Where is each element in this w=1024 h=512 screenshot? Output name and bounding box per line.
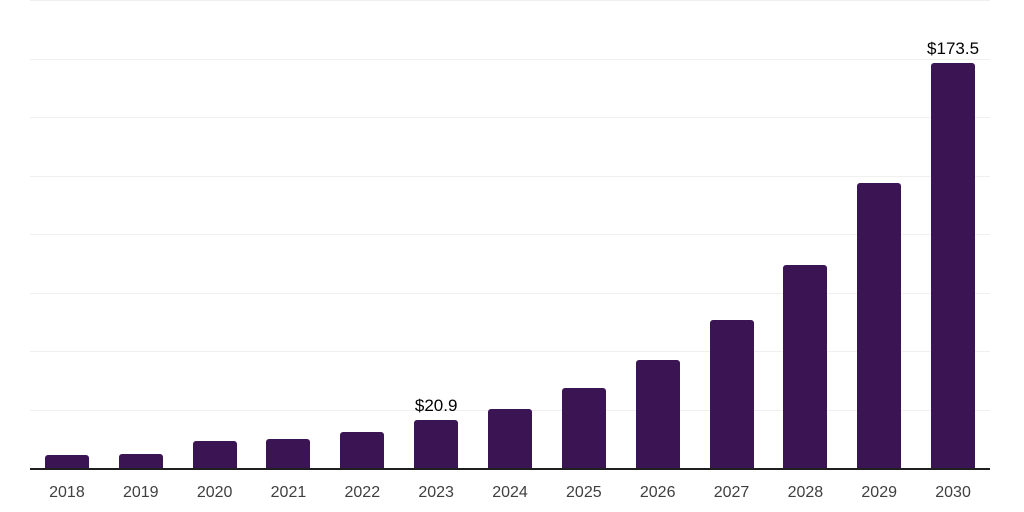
bar-slot-2024: 2024 [473, 1, 547, 501]
bar-slot-2023: $20.9 2023 [399, 1, 473, 501]
bar-value-label-2030: $173.5 [927, 39, 980, 59]
x-tick-label-2027: 2027 [713, 484, 750, 501]
bar-slot-2027: 2027 [695, 1, 769, 501]
x-tick-label-2022: 2022 [344, 484, 381, 501]
bar-slot-2025: 2025 [547, 1, 621, 501]
bar-value-label-2023: $20.9 [414, 396, 458, 416]
bar-2022 [340, 432, 385, 469]
bar-2023 [414, 420, 459, 469]
x-tick-label-2019: 2019 [122, 484, 159, 501]
x-tick-label-2018: 2018 [49, 484, 85, 501]
bar-slot-2020: 2020 [178, 1, 252, 501]
bar-2028 [783, 264, 828, 469]
x-axis-line [30, 468, 990, 470]
x-tick-label-2024: 2024 [492, 484, 528, 501]
bar-2019 [118, 454, 163, 469]
x-tick-label-2020: 2020 [196, 484, 233, 501]
x-tick-label-2025: 2025 [566, 484, 602, 501]
bar-slot-2022: 2022 [325, 1, 399, 501]
plot-area: 2018 2019 2020 2021 2022 $20.9 2023 2024 2025 202… [30, 0, 990, 501]
bar-2027 [709, 320, 754, 469]
bar-2030 [931, 63, 976, 469]
x-tick-label-2030: 2030 [935, 484, 971, 501]
x-tick-label-2021: 2021 [270, 484, 307, 501]
bar-series: 2018 2019 2020 2021 2022 $20.9 2023 2024 2025 202… [30, 1, 990, 501]
bar-2018 [44, 454, 89, 469]
bar-2021 [266, 439, 311, 469]
bar-slot-2026: 2026 [621, 1, 695, 501]
x-tick-label-2023: 2023 [418, 484, 454, 501]
x-tick-label-2026: 2026 [639, 484, 676, 501]
x-tick-label-2029: 2029 [861, 484, 897, 501]
bar-2024 [487, 408, 532, 469]
bar-slot-2030: $173.5 2030 [916, 1, 990, 501]
bar-2029 [857, 183, 902, 469]
bar-2026 [635, 359, 680, 469]
bar-2025 [561, 387, 606, 469]
bar-slot-2021: 2021 [252, 1, 326, 501]
bar-slot-2019: 2019 [104, 1, 178, 501]
bar-slot-2028: 2028 [768, 1, 842, 501]
x-tick-label-2028: 2028 [787, 484, 824, 501]
bar-slot-2018: 2018 [30, 1, 104, 501]
bar-slot-2029: 2029 [842, 1, 916, 501]
bar-2020 [192, 441, 237, 469]
